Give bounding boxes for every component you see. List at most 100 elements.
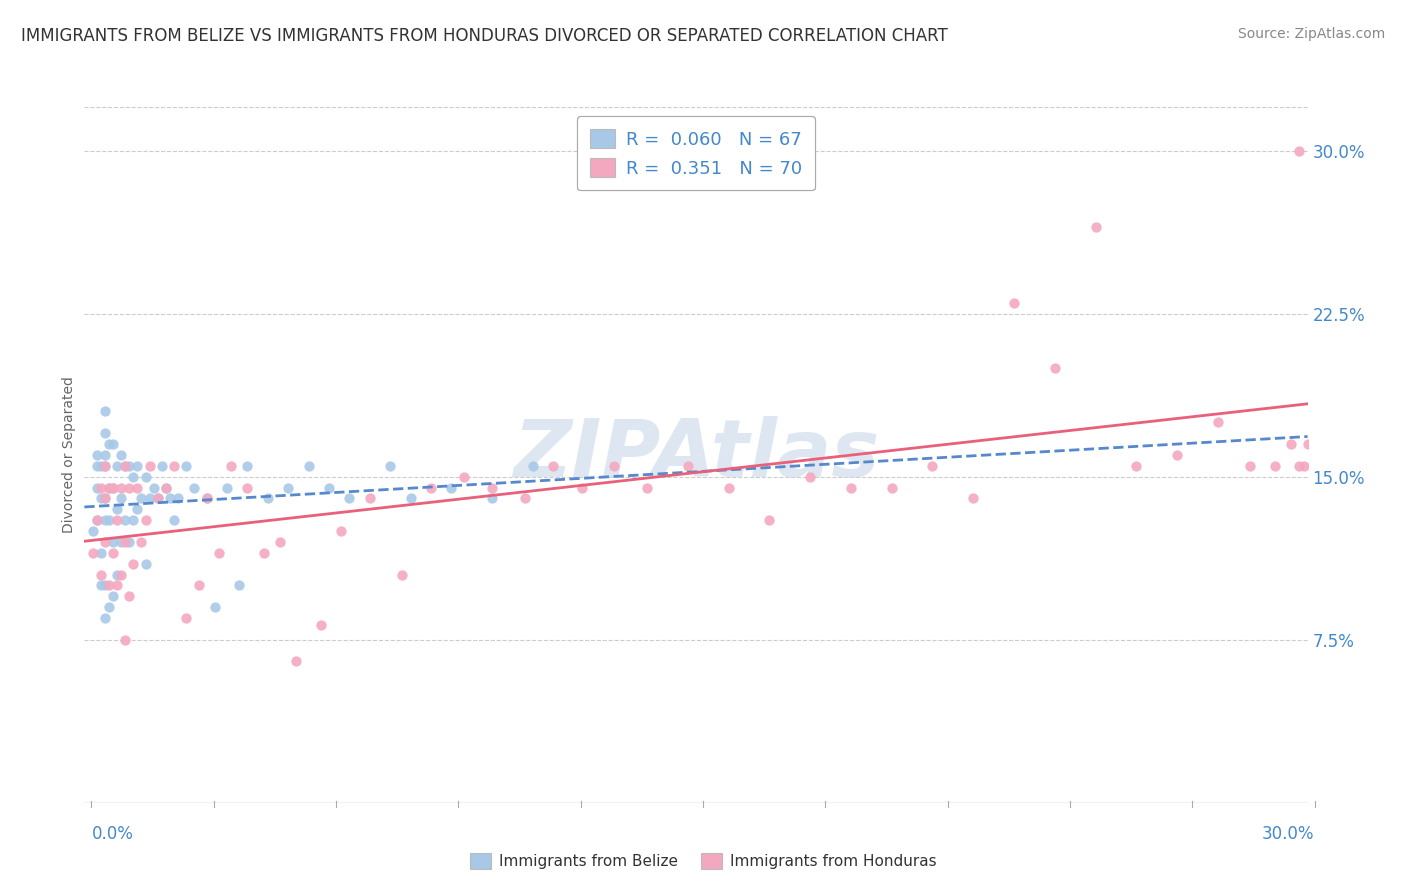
Point: [285, 655, 308, 669]
Point: [603, 458, 626, 473]
Point: [339, 491, 360, 506]
Point: [359, 491, 381, 506]
Y-axis label: Divorced or Separated: Divorced or Separated: [62, 376, 76, 533]
Point: [101, 437, 124, 451]
Point: [380, 458, 402, 473]
Point: [93, 491, 115, 506]
Point: [187, 578, 209, 592]
Point: [122, 513, 145, 527]
Point: [183, 481, 205, 495]
Point: [513, 491, 536, 506]
Point: [391, 567, 413, 582]
Point: [717, 481, 740, 495]
Point: [962, 491, 984, 506]
Point: [90, 481, 112, 495]
Point: [163, 458, 186, 473]
Point: [90, 458, 112, 473]
Point: [114, 535, 136, 549]
Point: [174, 458, 197, 473]
Point: [298, 458, 321, 473]
Point: [97, 437, 120, 451]
Legend: Immigrants from Belize, Immigrants from Honduras: Immigrants from Belize, Immigrants from …: [464, 847, 942, 875]
Point: [127, 458, 149, 473]
Point: [163, 513, 186, 527]
Point: [101, 546, 124, 560]
Point: [93, 535, 115, 549]
Point: [1264, 458, 1286, 473]
Point: [105, 502, 128, 516]
Point: [1288, 144, 1310, 158]
Text: ZIPAtlas: ZIPAtlas: [513, 416, 879, 494]
Point: [330, 524, 353, 538]
Point: [93, 611, 115, 625]
Point: [90, 578, 112, 592]
Point: [269, 535, 291, 549]
Point: [82, 546, 104, 560]
Point: [118, 458, 141, 473]
Point: [228, 578, 250, 592]
Text: IMMIGRANTS FROM BELIZE VS IMMIGRANTS FROM HONDURAS DIVORCED OR SEPARATED CORRELA: IMMIGRANTS FROM BELIZE VS IMMIGRANTS FRO…: [21, 27, 948, 45]
Point: [97, 600, 120, 615]
Point: [1166, 448, 1188, 462]
Point: [86, 481, 108, 495]
Point: [174, 611, 197, 625]
Point: [114, 513, 136, 527]
Point: [82, 524, 104, 538]
Point: [146, 491, 169, 506]
Point: [93, 513, 115, 527]
Point: [90, 491, 112, 506]
Text: 30.0%: 30.0%: [1263, 825, 1315, 843]
Point: [208, 546, 231, 560]
Point: [138, 491, 160, 506]
Point: [114, 458, 136, 473]
Text: 0.0%: 0.0%: [91, 825, 134, 843]
Point: [110, 481, 132, 495]
Point: [105, 458, 128, 473]
Point: [110, 535, 132, 549]
Point: [1125, 458, 1147, 473]
Point: [420, 481, 443, 495]
Point: [135, 469, 157, 483]
Point: [118, 589, 141, 603]
Point: [921, 458, 943, 473]
Point: [93, 448, 115, 462]
Point: [1002, 295, 1025, 310]
Point: [481, 481, 503, 495]
Point: [219, 458, 242, 473]
Point: [253, 546, 276, 560]
Point: [676, 458, 699, 473]
Point: [453, 469, 475, 483]
Point: [1206, 415, 1229, 429]
Point: [93, 426, 115, 441]
Point: [105, 567, 128, 582]
Point: [195, 491, 218, 506]
Point: [97, 481, 120, 495]
Point: [880, 481, 903, 495]
Point: [105, 513, 128, 527]
Point: [481, 491, 503, 506]
Point: [440, 481, 463, 495]
Point: [1239, 458, 1261, 473]
Point: [135, 557, 157, 571]
Point: [1043, 360, 1066, 375]
Point: [522, 458, 544, 473]
Point: [195, 491, 218, 506]
Point: [543, 458, 565, 473]
Point: [105, 578, 128, 592]
Point: [86, 513, 108, 527]
Point: [127, 502, 149, 516]
Point: [110, 567, 132, 582]
Text: Source: ZipAtlas.com: Source: ZipAtlas.com: [1237, 27, 1385, 41]
Point: [217, 481, 239, 495]
Point: [236, 481, 259, 495]
Point: [97, 481, 120, 495]
Point: [142, 481, 165, 495]
Point: [101, 535, 124, 549]
Point: [1279, 437, 1302, 451]
Point: [93, 404, 115, 418]
Point: [167, 491, 190, 506]
Point: [1084, 219, 1107, 234]
Point: [110, 491, 132, 506]
Point: [571, 481, 593, 495]
Point: [636, 481, 658, 495]
